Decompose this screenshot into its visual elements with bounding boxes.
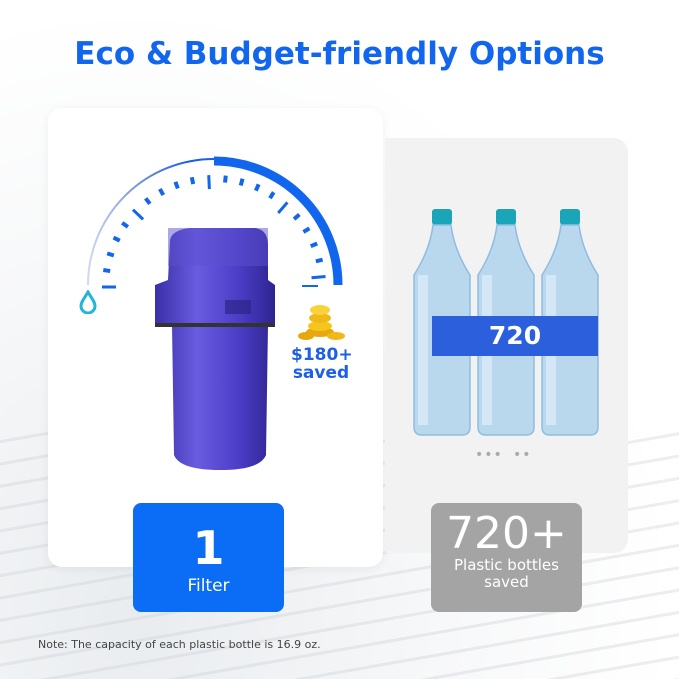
gauge-tick xyxy=(277,201,289,214)
gauge-tick xyxy=(102,268,111,274)
bottles-count-label-2: saved xyxy=(484,573,529,591)
bottles-count-label-1: Plastic bottles xyxy=(454,556,559,574)
savings-label: saved xyxy=(292,363,350,383)
savings-amount: $180+ xyxy=(291,345,353,365)
gauge-tick xyxy=(254,183,261,192)
gauge-tick xyxy=(189,176,196,185)
gauge-tick xyxy=(207,175,211,190)
gauge-tick xyxy=(223,175,228,183)
gauge-tick xyxy=(158,187,166,197)
gauge-tick xyxy=(112,235,121,243)
filter-cartridge-image xyxy=(155,228,275,470)
decorative-dots: ••• xyxy=(475,447,503,463)
gauge-tick xyxy=(238,178,245,186)
gauge-tick xyxy=(292,213,301,221)
gauge-tick xyxy=(268,191,276,200)
gauge-tick xyxy=(121,221,130,229)
page-title: Eco & Budget-friendly Options xyxy=(74,36,605,72)
gauge-tick xyxy=(315,257,324,264)
filter-count-box: 1 Filter xyxy=(133,503,284,612)
water-drop-icon xyxy=(79,290,97,314)
capacity-note: Note: The capacity of each plastic bottl… xyxy=(38,638,321,651)
filter-count-label: Filter xyxy=(187,576,230,596)
bottles-count-box: 720+ Plastic bottles saved xyxy=(431,503,582,612)
gauge-tick xyxy=(311,274,326,280)
coins-icon xyxy=(298,305,345,340)
gauge-tick xyxy=(131,208,145,221)
gauge-tick xyxy=(106,251,115,258)
gauge-tick xyxy=(309,241,318,249)
gauge-tick xyxy=(173,181,180,190)
bottles-count-band: 720 xyxy=(432,316,598,356)
gauge-tick xyxy=(302,226,311,234)
bottles-count: 720+ xyxy=(446,508,567,559)
decorative-dots: •• xyxy=(513,447,532,463)
filter-count: 1 xyxy=(192,521,225,575)
gauge-tick xyxy=(144,197,152,206)
savings-text: $180+ saved xyxy=(291,345,353,383)
